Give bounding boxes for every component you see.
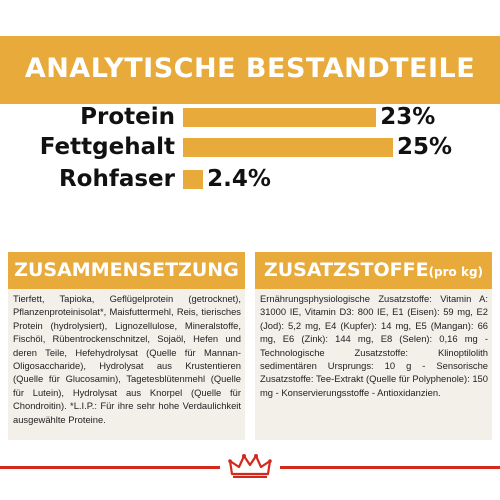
nutrient-label-fettgehalt: Fettgehalt <box>39 134 175 160</box>
additives-section: ZUSATZSTOFFE(pro kg) Ernährungsphysiolog… <box>255 252 492 440</box>
nutrient-value-rohfaser: 2.4% <box>207 166 271 192</box>
nutrient-value-fettgehalt: 25% <box>397 134 453 160</box>
page-title: ANALYTISCHE BESTANDTEILE <box>24 53 476 84</box>
title-band <box>0 36 500 104</box>
nutrient-bar-protein <box>183 108 377 127</box>
nutrient-label-protein: Protein <box>80 104 175 130</box>
title-band-accent <box>478 36 500 104</box>
nutrient-value-protein: 23% <box>380 104 436 130</box>
composition-header <box>8 252 245 289</box>
nutrient-bar-rohfaser <box>183 170 204 189</box>
nutrient-bar-fettgehalt <box>183 138 393 157</box>
additives-text: Ernährungsphysiologische Zusatzstoffe: V… <box>260 293 488 398</box>
footer-line-right <box>280 466 500 469</box>
additives-title-wrap: ZUSATZSTOFFE(pro kg) <box>255 257 492 286</box>
crown-icon <box>228 454 272 478</box>
composition-text: Tierfett, Tapioka, Geflügelprotein (getr… <box>13 293 241 425</box>
additives-header <box>255 252 492 289</box>
composition-title: ZUSAMMENSETZUNG <box>14 259 239 281</box>
nutrient-label-rohfaser: Rohfaser <box>58 166 175 192</box>
additives-title-suffix: (pro kg) <box>428 265 484 279</box>
footer-line-left <box>0 466 220 469</box>
composition-section: ZUSAMMENSETZUNG Tierfett, Tapioka, Geflü… <box>8 252 245 440</box>
additives-title: ZUSATZSTOFFE <box>263 259 429 281</box>
